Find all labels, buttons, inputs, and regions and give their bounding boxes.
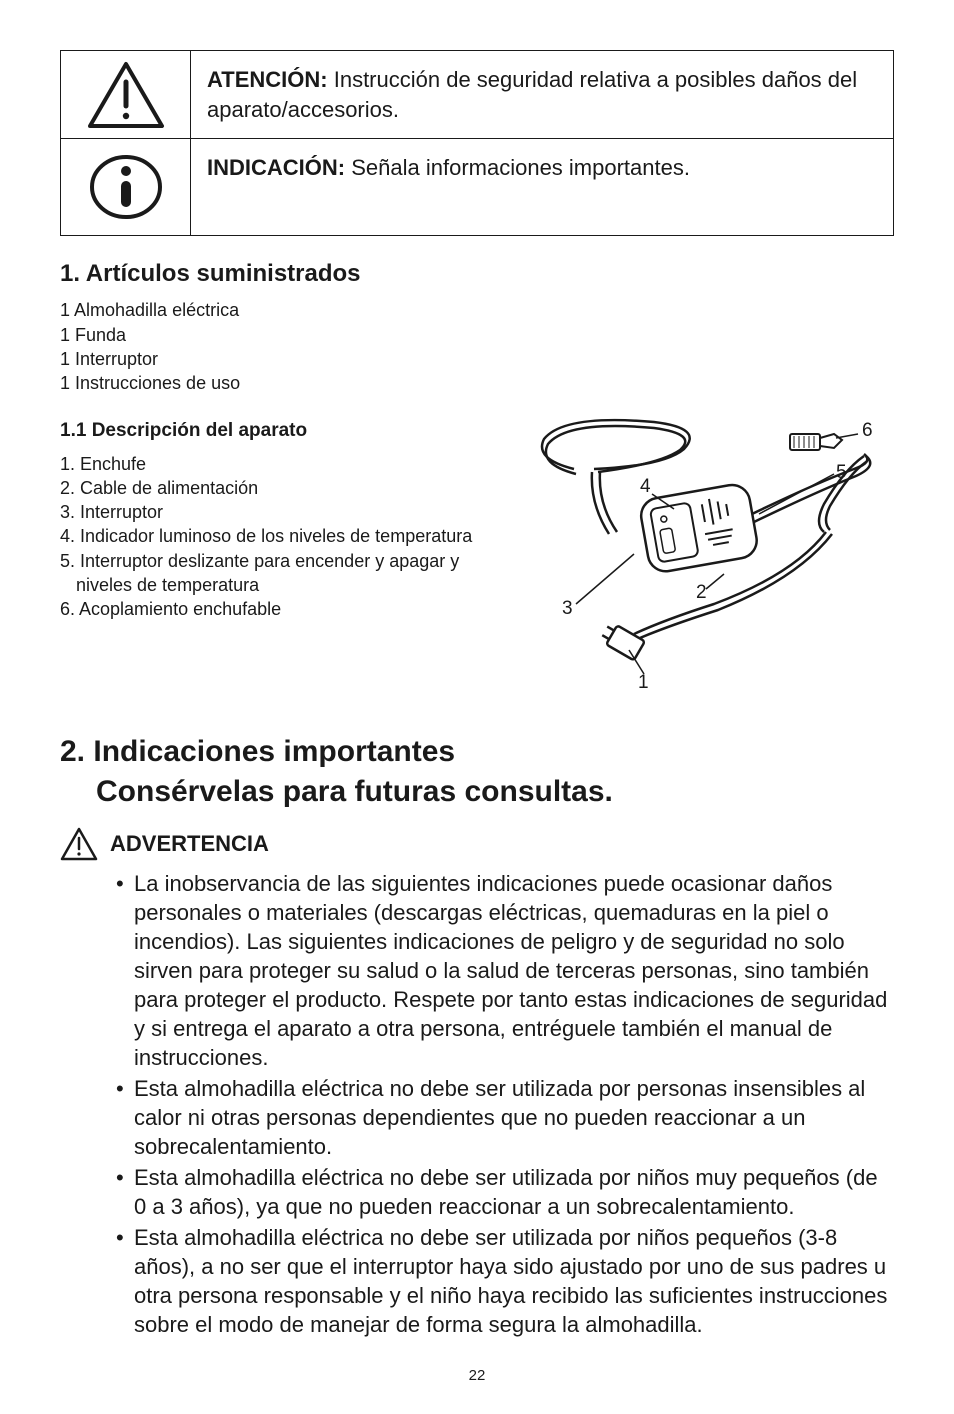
list-item: 1 Funda — [60, 323, 894, 347]
warning-small-icon — [60, 827, 98, 861]
warning-bullets: La inobservancia de las siguientes indic… — [116, 869, 894, 1340]
list-item: 1. Enchufe — [60, 452, 494, 476]
attention-label: ATENCIÓN: — [207, 67, 328, 92]
section1-heading: 1. Artículos suministrados — [60, 260, 894, 288]
list-item: 1 Interruptor — [60, 347, 894, 371]
list-item: Esta almohadilla eléctrica no debe ser u… — [116, 1074, 894, 1161]
page-number: 22 — [60, 1367, 894, 1384]
section2-heading-line2: Consérvelas para futuras consultas. — [60, 772, 894, 813]
callout-table: ATENCIÓN: Instrucción de seguridad relat… — [60, 50, 894, 236]
info-icon — [86, 147, 166, 227]
info-text: INDICACIÓN: Señala informaciones importa… — [191, 139, 893, 235]
advertencia-row: ADVERTENCIA — [60, 827, 894, 861]
list-item: 1 Instrucciones de uso — [60, 371, 894, 395]
diagram-label-2: 2 — [696, 582, 707, 604]
list-item: 2. Cable de alimentación — [60, 476, 494, 500]
callout-row-atencion: ATENCIÓN: Instrucción de seguridad relat… — [61, 51, 893, 139]
diagram-label-3: 3 — [562, 598, 573, 620]
manual-page: ATENCIÓN: Instrucción de seguridad relat… — [0, 0, 954, 1414]
list-item: Esta almohadilla eléctrica no debe ser u… — [116, 1223, 894, 1339]
list-item: La inobservancia de las siguientes indic… — [116, 869, 894, 1072]
section2-heading-line1: 2. Indicaciones importantes — [60, 735, 455, 768]
info-label: INDICACIÓN: — [207, 155, 345, 180]
list-item: 1 Almohadilla eléctrica — [60, 298, 894, 322]
device-diagram: 1 2 3 4 5 6 — [514, 414, 894, 704]
section2-heading: 2. Indicaciones importantes Consérvelas … — [60, 732, 894, 813]
advertencia-title: ADVERTENCIA — [110, 831, 269, 857]
diagram-label-5: 5 — [836, 462, 847, 484]
diagram-svg — [514, 414, 894, 704]
supplied-list: 1 Almohadilla eléctrica 1 Funda 1 Interr… — [60, 298, 894, 395]
list-item: 4. Indicador luminoso de los niveles de … — [60, 524, 494, 548]
section1-1-heading: 1.1 Descripción del aparato — [60, 420, 494, 442]
description-list: 1. Enchufe 2. Cable de alimentación 3. I… — [60, 452, 494, 622]
diagram-label-4: 4 — [640, 476, 651, 498]
list-item: niveles de temperatura — [60, 573, 494, 597]
diagram-label-1: 1 — [638, 672, 649, 694]
attention-icon — [86, 60, 166, 130]
attention-icon-cell — [61, 51, 191, 138]
list-item: 3. Interruptor — [60, 500, 494, 524]
list-item: Esta almohadilla eléctrica no debe ser u… — [116, 1163, 894, 1221]
callout-row-indicacion: INDICACIÓN: Señala informaciones importa… — [61, 139, 893, 235]
info-icon-cell — [61, 139, 191, 235]
diagram-label-6: 6 — [862, 420, 873, 442]
description-row: 1.1 Descripción del aparato 1. Enchufe 2… — [60, 414, 894, 704]
description-left: 1.1 Descripción del aparato 1. Enchufe 2… — [60, 414, 494, 630]
list-item: 5. Interruptor deslizante para encender … — [60, 549, 494, 573]
list-item: 6. Acoplamiento enchufable — [60, 597, 494, 621]
attention-text: ATENCIÓN: Instrucción de seguridad relat… — [191, 51, 893, 138]
info-body: Señala informaciones importantes. — [351, 155, 690, 180]
